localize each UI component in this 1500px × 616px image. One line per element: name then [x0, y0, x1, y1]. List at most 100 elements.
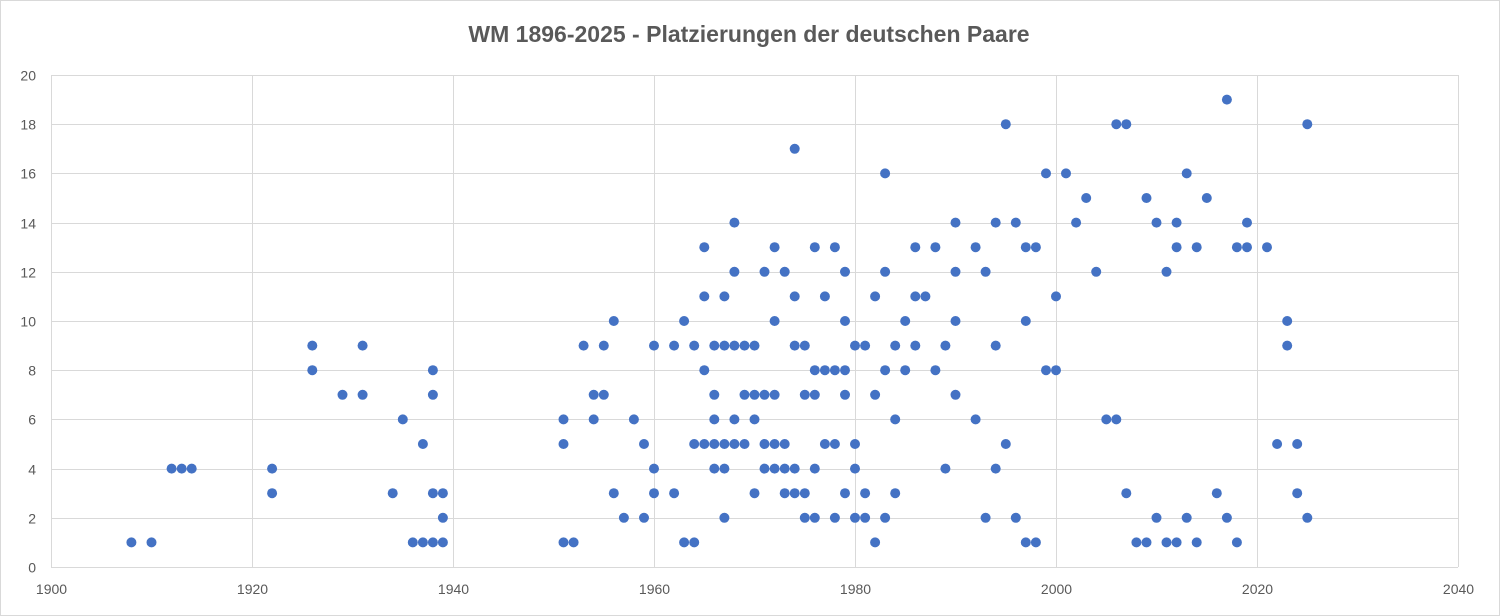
data-point [1030, 537, 1041, 548]
data-point [769, 439, 780, 449]
data-point [699, 242, 710, 253]
data-point [819, 291, 830, 302]
data-point [1141, 193, 1152, 203]
data-point [679, 537, 690, 548]
data-point [749, 488, 760, 499]
data-point [417, 537, 428, 548]
data-point [809, 365, 820, 376]
data-point [1242, 242, 1252, 253]
data-point [1201, 193, 1212, 203]
data-point [749, 414, 760, 425]
data-point [980, 266, 991, 277]
data-point [1272, 439, 1283, 449]
x-tick-label: 1900 [36, 581, 67, 597]
data-point [890, 340, 901, 351]
data-point [608, 316, 619, 326]
data-point [649, 340, 659, 351]
data-point [1010, 217, 1021, 228]
data-point [357, 389, 368, 400]
data-point [799, 488, 810, 499]
data-point [769, 316, 780, 326]
data-point [176, 463, 187, 474]
data-point [990, 217, 1001, 228]
data-point [649, 463, 659, 474]
data-point [880, 266, 891, 277]
data-point [890, 488, 901, 499]
data-point [628, 414, 639, 425]
data-point [840, 389, 850, 400]
data-point [1051, 365, 1061, 376]
x-tick-label: 1920 [237, 581, 268, 597]
data-point [1020, 316, 1031, 326]
data-point [840, 488, 850, 499]
data-point [990, 340, 1001, 351]
data-point [1030, 242, 1041, 253]
data-point [588, 389, 599, 400]
data-point [930, 365, 941, 376]
data-point [799, 389, 810, 400]
data-point [1161, 266, 1172, 277]
data-point [437, 537, 448, 548]
data-point [719, 512, 730, 523]
data-point [1051, 291, 1061, 302]
data-point [840, 316, 850, 326]
data-point [789, 340, 800, 351]
data-point [1292, 439, 1303, 449]
data-point [709, 340, 720, 351]
data-point [1041, 168, 1051, 179]
data-point [1010, 512, 1021, 523]
data-point [1231, 242, 1242, 253]
data-point [1111, 414, 1122, 425]
data-point [1191, 537, 1202, 548]
data-point [1302, 119, 1313, 130]
data-point [1101, 414, 1112, 425]
data-point [829, 365, 840, 376]
data-point [829, 242, 840, 253]
y-tick-label: 8 [28, 363, 36, 379]
data-point [870, 537, 881, 548]
data-point [1071, 217, 1082, 228]
data-point [1061, 168, 1071, 179]
data-point [799, 340, 810, 351]
data-point [819, 365, 830, 376]
data-point [729, 340, 740, 351]
data-point [568, 537, 579, 548]
data-point [789, 463, 800, 474]
data-point [769, 242, 780, 253]
data-point [769, 389, 780, 400]
data-point [920, 291, 931, 302]
data-point [779, 266, 790, 277]
x-tick-label: 1940 [438, 581, 469, 597]
y-tick-label: 10 [20, 314, 36, 330]
data-point [437, 512, 448, 523]
data-point [809, 463, 820, 474]
data-point [689, 537, 700, 548]
data-point [1121, 119, 1132, 130]
data-point [850, 439, 860, 449]
gridlines [51, 75, 1459, 568]
data-point [427, 488, 438, 499]
data-point [900, 365, 911, 376]
data-point [829, 512, 840, 523]
data-point [598, 340, 609, 351]
data-point [397, 414, 408, 425]
data-point [809, 389, 820, 400]
data-point [880, 512, 891, 523]
data-point [1161, 537, 1172, 548]
data-point [990, 463, 1001, 474]
x-tick-label: 2000 [1041, 581, 1072, 597]
data-point [880, 168, 891, 179]
data-point [739, 439, 750, 449]
data-point [870, 291, 881, 302]
data-point [850, 512, 860, 523]
data-point [759, 389, 770, 400]
data-point [146, 537, 157, 548]
y-tick-label: 0 [28, 560, 36, 576]
data-points [126, 94, 1313, 548]
data-point [578, 340, 589, 351]
data-point [679, 316, 690, 326]
data-point [1091, 266, 1102, 277]
data-point [860, 340, 871, 351]
data-point [357, 340, 368, 351]
